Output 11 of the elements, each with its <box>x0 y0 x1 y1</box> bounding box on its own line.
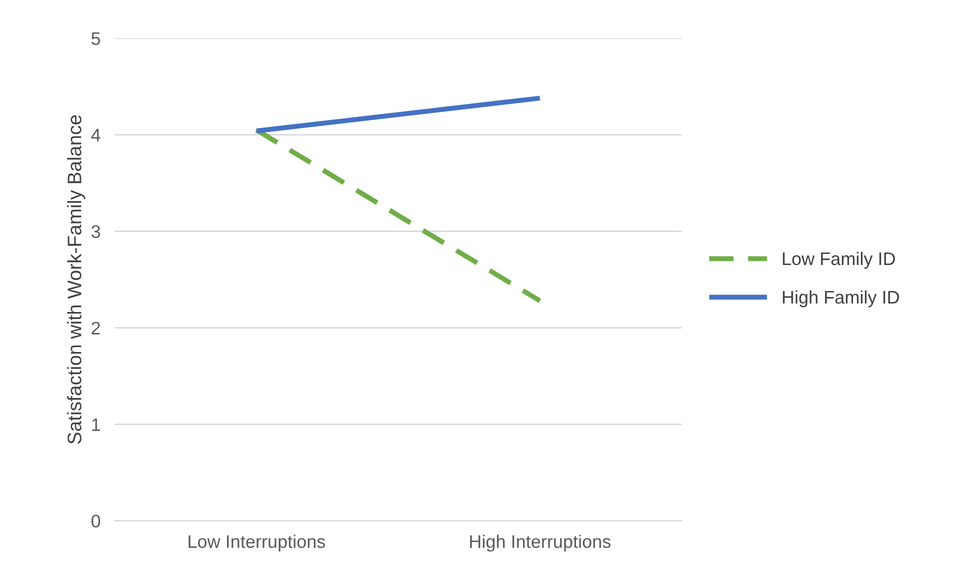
y-axis-title: Satisfaction with Work-Family Balance <box>67 115 86 444</box>
y-tick-label: 5 <box>92 32 100 45</box>
y-tick-label: 0 <box>91 514 100 528</box>
y-tick-label: 2 <box>92 322 100 334</box>
x-tick-label: High Interruptions <box>470 534 611 552</box>
legend-label: High Family ID <box>782 290 899 308</box>
y-tick-label: 1 <box>92 418 100 431</box>
x-tick-label: Low Interruptions <box>188 534 326 552</box>
y-tick-label: 4 <box>91 128 100 142</box>
y-tick-label: 3 <box>91 225 100 238</box>
legend-label: Low Family ID <box>782 252 895 269</box>
